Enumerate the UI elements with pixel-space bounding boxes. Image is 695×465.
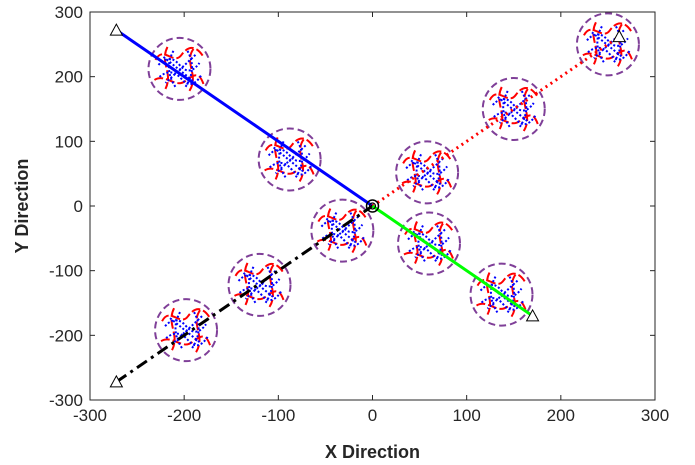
x-tick-label: -300 (73, 406, 107, 425)
y-tick-label: 300 (55, 3, 83, 22)
end-circle-inner (368, 202, 377, 210)
trajectory-line (115, 204, 374, 384)
trajectory-layer (115, 28, 621, 384)
safety-circle (395, 140, 460, 205)
x-tick-label: 300 (641, 406, 669, 425)
actual-uav-paths (475, 272, 527, 318)
uav-formation (469, 262, 534, 327)
uav-formation (397, 211, 461, 276)
x-tick-label: -100 (261, 406, 295, 425)
y-tick-label: -100 (49, 262, 83, 281)
y-tick-label: 0 (74, 197, 83, 216)
trajectory-line (371, 204, 534, 318)
actual-uav-paths (488, 86, 539, 132)
safety-circle (257, 127, 322, 192)
trajectory-line (371, 35, 621, 208)
safety-circle (310, 198, 375, 263)
reference-uav-paths (586, 25, 631, 63)
start-triangle-marker (525, 308, 540, 322)
reference-uav-paths (157, 50, 203, 88)
actual-uav-paths (233, 262, 285, 308)
actual-uav-paths (582, 21, 633, 67)
safety-circle (481, 77, 546, 141)
start-triangle-marker (109, 23, 124, 36)
safety-circle (397, 211, 461, 276)
x-tick-label: -200 (167, 406, 201, 425)
uav-formation (257, 127, 322, 192)
uav-formation (227, 252, 292, 317)
actual-uav-paths (160, 307, 211, 353)
safety-circle (147, 36, 212, 101)
reference-uav-paths (164, 311, 209, 349)
start-triangle-marker (612, 29, 627, 43)
reference-uav-paths (267, 140, 313, 178)
end-circle-marker (365, 199, 380, 213)
tick-layer: -300 -200 -100 0 100 200 300 -300 -200 -100 0 100 20… (49, 3, 669, 425)
safety-circle (575, 12, 640, 77)
uav-formation (154, 298, 219, 363)
uav-formation (481, 77, 546, 141)
actual-uav-paths (403, 221, 454, 267)
x-tick-label: 0 (368, 406, 377, 425)
uav-formation (147, 36, 212, 101)
uav-formation (575, 12, 640, 77)
uav-formation (310, 198, 375, 263)
reference-uav-paths (492, 90, 537, 128)
safety-circle (154, 298, 219, 363)
actual-uav-paths (401, 149, 453, 195)
x-axis-label: X Direction (325, 442, 420, 462)
actual-uav-paths (153, 46, 205, 92)
y-tick-label: 100 (55, 132, 83, 151)
y-tick-label: 200 (55, 68, 83, 87)
y-axis-label: Y Direction (12, 159, 32, 254)
trajectory-line (115, 28, 374, 208)
reference-uav-paths (407, 225, 452, 263)
x-tick-label: 200 (547, 406, 575, 425)
safety-circle (227, 252, 292, 317)
actual-uav-paths (316, 208, 368, 254)
y-tick-label: -200 (49, 326, 83, 345)
reference-uav-paths (479, 276, 525, 314)
y-tick-label: -300 (49, 391, 83, 410)
safety-circle (469, 262, 534, 327)
marker-layer (109, 23, 627, 388)
x-tick-label: 100 (452, 406, 480, 425)
start-triangle-marker (109, 374, 124, 388)
reference-uav-paths (237, 266, 283, 304)
actual-uav-paths (264, 136, 315, 182)
reference-uav-paths (320, 212, 366, 250)
